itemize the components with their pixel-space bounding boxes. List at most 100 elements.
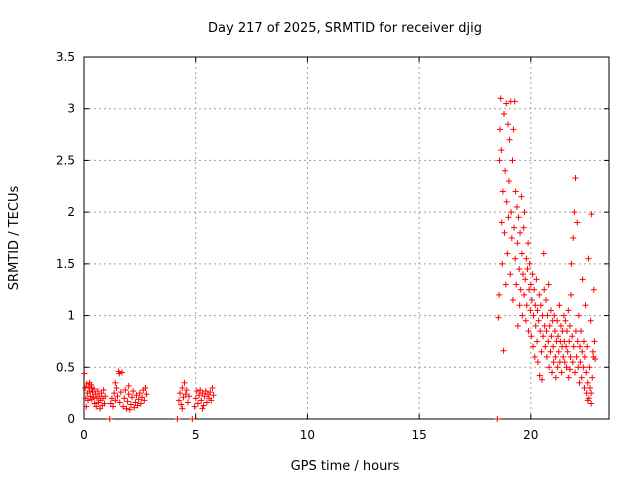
data-point [516,302,523,309]
y-tick-label: 0 [67,412,75,426]
data-point [555,348,562,355]
data-point [498,219,505,226]
y-axis-ticks: 0 0.5 1 1.5 2 2.5 3 3.5 [56,50,609,426]
data-point [590,286,597,293]
data-point [123,405,130,412]
data-point [571,209,578,216]
data-point [535,317,542,324]
data-point [499,188,506,195]
data-point [181,379,188,386]
data-point [134,402,141,409]
data-point [523,255,530,262]
data-point [565,307,572,314]
data-point [532,322,539,329]
data-point [125,391,132,398]
data-point [120,403,127,410]
data-point [541,322,548,329]
data-point [589,348,596,355]
data-point [546,364,553,371]
data-point [529,271,536,278]
data-point [545,338,552,345]
data-point [576,379,583,386]
data-point [203,399,210,406]
data-point [507,271,514,278]
data-point [517,229,524,236]
data-point [578,328,585,335]
data-point [566,338,573,345]
data-point [588,211,595,218]
data-point [585,255,592,262]
data-point [496,291,503,298]
data-point [184,399,191,406]
data-point [543,297,549,304]
data-point [591,338,598,345]
data-point [116,399,123,406]
data-point [537,302,544,309]
data-point [106,416,113,422]
data-point [526,260,533,267]
data-point [83,380,90,387]
data-point [581,384,588,391]
data-point [584,379,591,386]
data-point [527,307,534,314]
data-point [107,400,114,407]
data-point [505,178,512,185]
data-point [534,359,541,366]
data-point [511,224,518,231]
data-point [179,405,186,412]
data-point [131,404,138,411]
data-point [196,392,203,399]
data-point [502,281,509,288]
data-point [129,394,136,401]
data-point [141,397,148,404]
data-point [186,393,192,400]
data-point [584,343,591,350]
data-point [200,402,207,409]
plot-frame [83,56,610,420]
data-point [552,374,559,381]
data-point [197,387,204,394]
data-point [525,328,532,335]
data-point [543,328,550,335]
data-point [86,379,93,386]
data-point [550,359,557,366]
data-point [180,394,187,401]
data-point [505,214,512,221]
data-point [508,209,515,216]
data-point [566,366,573,373]
data-point [175,397,182,404]
data-point [81,370,88,377]
data-point [207,389,214,396]
data-point [177,390,184,397]
data-point [541,286,548,293]
data-point [565,374,572,381]
data-point [560,312,567,319]
data-point [531,353,538,360]
data-point [201,393,208,400]
data-point [530,312,537,319]
data-point [189,416,196,422]
data-point [584,397,591,404]
data-point [502,167,509,174]
data-point [544,312,551,319]
data-point [518,193,525,200]
data-point [88,384,95,391]
data-point [102,393,109,400]
data-point [503,198,510,205]
data-point [527,281,534,288]
data-point [540,250,547,257]
y-tick-label: 3.5 [56,50,75,64]
data-point [587,317,594,324]
x-tick-label: 15 [411,428,426,442]
data-point [496,157,503,164]
data-point [101,400,108,407]
data-point [528,333,535,340]
data-point [551,312,558,319]
data-point [514,240,521,247]
data-point [194,400,201,407]
data-point [550,343,557,350]
data-point [89,389,96,396]
data-point [573,353,580,360]
data-point [495,314,502,321]
data-point [516,266,523,273]
